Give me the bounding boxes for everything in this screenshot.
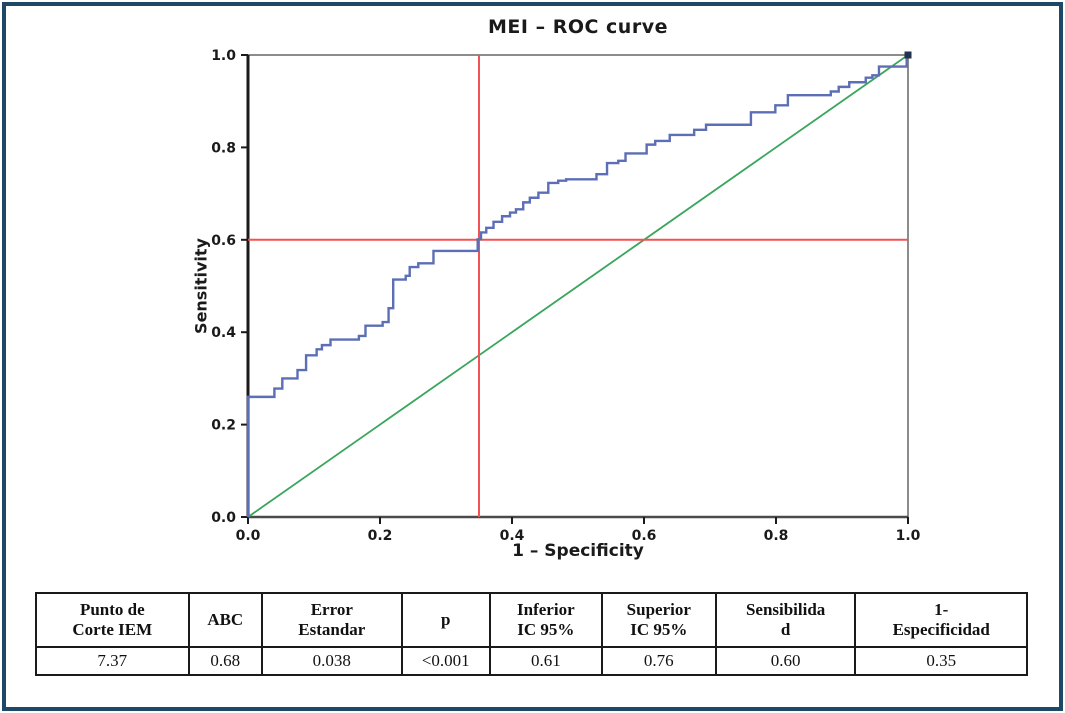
table-header-cell: 1- Especificidad	[854, 592, 1028, 648]
x-tick-label: 0.4	[500, 528, 525, 544]
table-cell: 7.37	[35, 646, 190, 676]
table-cell: 0.76	[600, 646, 717, 676]
table-header-cell: Superior IC 95%	[600, 592, 717, 648]
reference-line	[247, 54, 909, 518]
table-cell: 0.038	[260, 646, 403, 676]
y-tick-label: 0.8	[211, 140, 236, 156]
roc-chart: 0.0 0.2 0.4 0.6 0.8 1.0 0.0 0.2 0.4 0.6 0.8 1.0 MEI…	[192, 16, 921, 561]
y-tick-label: 1.0	[211, 48, 236, 64]
x-tick-label: 0.8	[764, 528, 789, 544]
results-table: Punto de Corte IEM ABC Error Estandar p Infe…	[35, 592, 1028, 676]
table-cell: 0.68	[187, 646, 263, 676]
table-header-cell: p	[400, 592, 491, 648]
curve-end-marker	[904, 51, 912, 59]
roc-curve	[246, 53, 908, 517]
x-tick-label: 0.6	[632, 528, 657, 544]
y-tick-label: 0.0	[211, 510, 236, 526]
table-cell: <0.001	[400, 646, 491, 676]
table-cell: 0.35	[854, 646, 1028, 676]
table-header-row: Punto de Corte IEM ABC Error Estandar p Infe…	[35, 592, 1028, 648]
table-header-cell: Punto de Corte IEM	[35, 592, 190, 648]
table-header-cell: Sensibilida d	[714, 592, 857, 648]
y-tick-label: 0.2	[211, 418, 236, 434]
chart-title: MEI – ROC curve	[488, 16, 668, 38]
table-header-cell: Inferior IC 95%	[488, 592, 603, 648]
x-tick-label: 0.0	[236, 528, 261, 544]
table-body: 7.37 0.68 0.038 <0.001 0.61 0.76 0.60 0.35	[35, 646, 1028, 676]
x-axis-label: 1 – Specificity	[512, 541, 644, 561]
table-header-cell: Error Estandar	[260, 592, 403, 648]
table-header-cell: ABC	[187, 592, 263, 648]
table-cell: 0.60	[714, 646, 857, 676]
y-tick-label: 0.6	[211, 233, 236, 249]
x-tick-label: 1.0	[896, 528, 921, 544]
roc-chart-canvas: 0.0 0.2 0.4 0.6 0.8 1.0 0.0 0.2 0.4 0.6 0.8 1.0	[211, 48, 921, 544]
table-cell: 0.61	[488, 646, 603, 676]
table-row: 7.37 0.68 0.038 <0.001 0.61 0.76 0.60 0.35	[35, 646, 1028, 676]
x-tick-label: 0.2	[368, 528, 393, 544]
y-tick-label: 0.4	[211, 325, 236, 341]
